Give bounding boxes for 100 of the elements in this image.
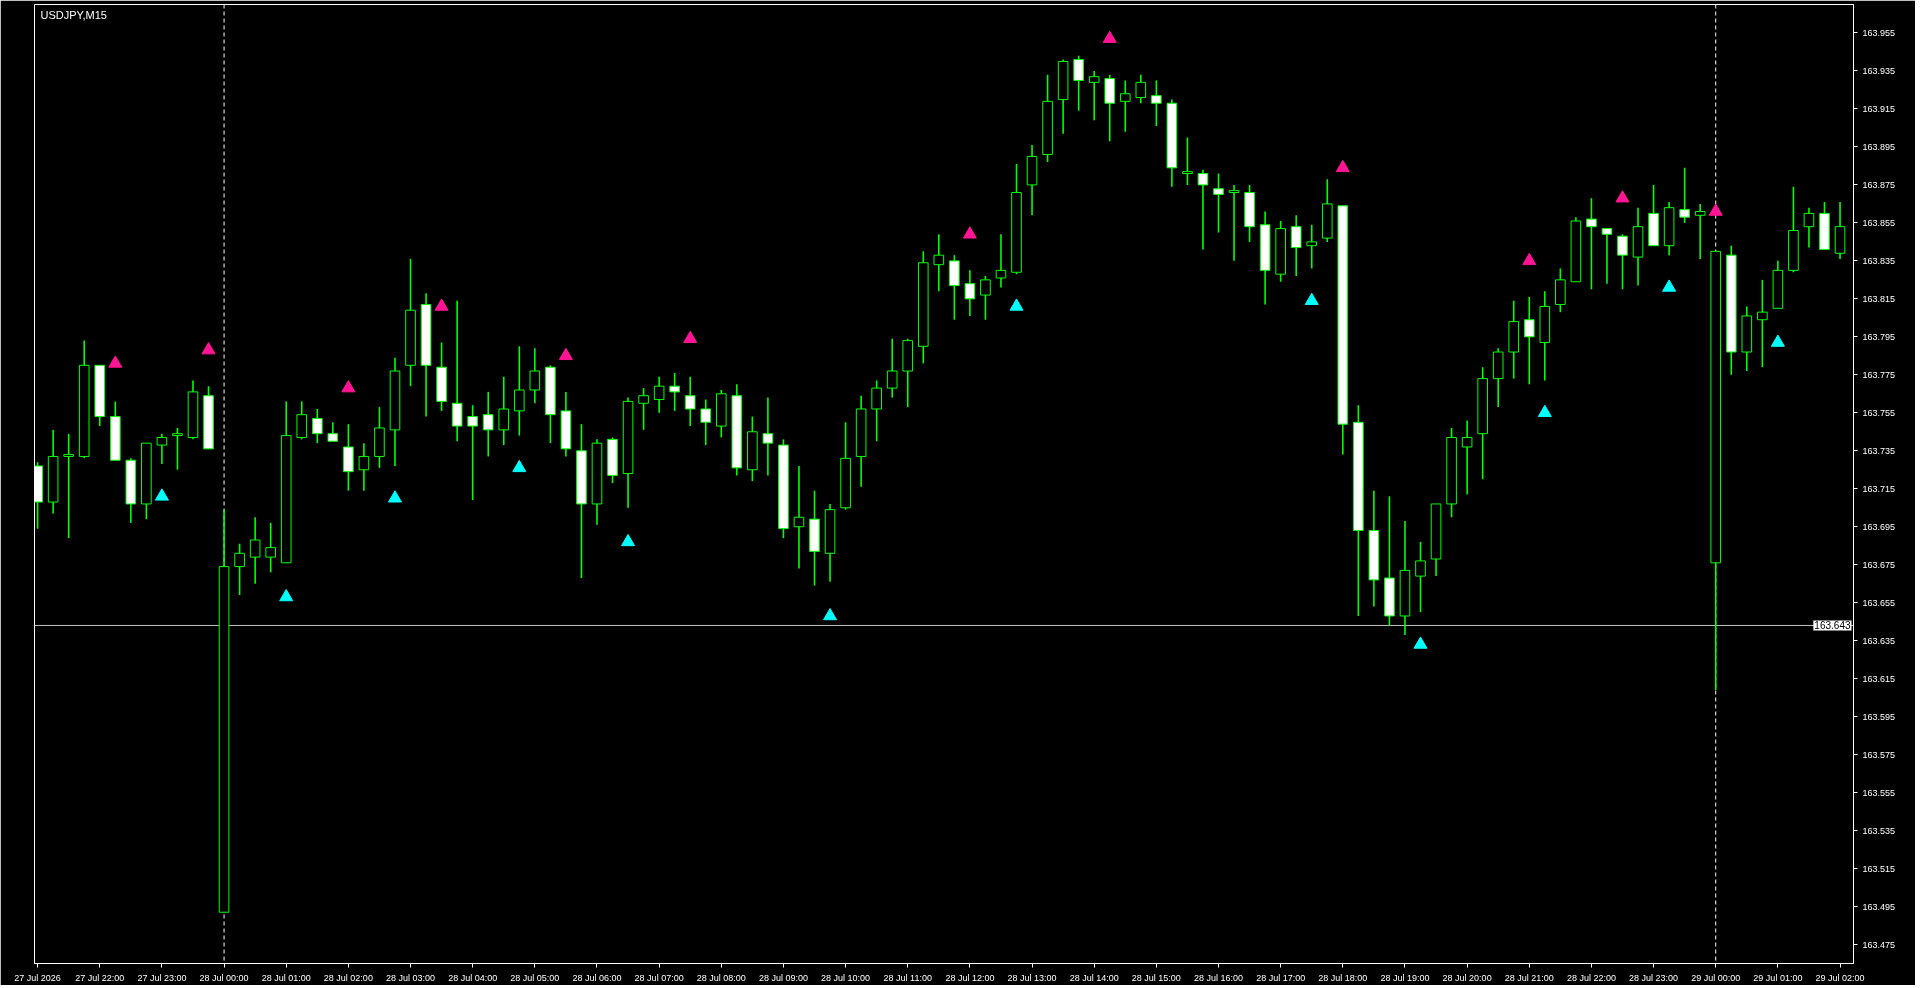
x-tick-label: 29 Jul 00:00: [1691, 972, 1741, 983]
point: [1102, 30, 1117, 43]
x-tick-label: 28 Jul 07:00: [634, 972, 684, 983]
y-tick-label: 163.655: [1862, 597, 1896, 608]
candlestick: [669, 372, 680, 412]
point: [201, 342, 216, 355]
point: [154, 488, 169, 501]
point: [1537, 404, 1552, 418]
y-tick-label: 163.715: [1862, 483, 1896, 494]
candlestick: [1803, 206, 1815, 249]
candlestick: [762, 396, 774, 477]
x-tick-label: 28 Jul 10:00: [821, 972, 871, 983]
point: [1615, 190, 1630, 203]
candlestick: [63, 432, 74, 539]
point: [387, 490, 402, 503]
candlestick: [1415, 541, 1426, 613]
point: [341, 380, 356, 393]
candlestick: [358, 442, 370, 492]
x-tick-label: 28 Jul 06:00: [572, 972, 622, 983]
y-tick-label: 163.755: [1862, 407, 1896, 418]
x-tick-label: 28 Jul 16:00: [1193, 972, 1244, 983]
ref-line-label: 163.643: [1814, 620, 1851, 632]
y-tick-label: 163.595: [1862, 711, 1896, 722]
candlestick: [964, 269, 976, 317]
y-tick-label: 163.955: [1862, 27, 1896, 38]
candlestick: [1088, 70, 1100, 122]
point: [1413, 636, 1428, 649]
candlestick: [653, 375, 665, 414]
point: [512, 459, 527, 473]
x-tick-label: 28 Jul 15:00: [1131, 972, 1181, 983]
point: [279, 588, 294, 602]
x-tick-label: 28 Jul 18:00: [1318, 972, 1368, 983]
candlestick: [995, 233, 1007, 289]
candlestick: [933, 233, 945, 293]
point: [1708, 203, 1723, 216]
candlestick: [1306, 223, 1318, 270]
y-tick-label: 163.735: [1862, 445, 1896, 456]
candlestick: [1617, 233, 1628, 291]
x-tick-label: 28 Jul 04:00: [448, 972, 498, 983]
x-tick-label: 28 Jul 03:00: [386, 972, 436, 983]
x-tick-label: 29 Jul 01:00: [1753, 972, 1803, 983]
y-tick-label: 163.615: [1862, 673, 1896, 684]
candlestick: [980, 275, 991, 321]
candlestick: [793, 465, 805, 570]
chart-title: USDJPY,M15: [40, 8, 107, 21]
point: [823, 607, 838, 621]
candlestick: [1228, 184, 1240, 262]
point: [1009, 298, 1024, 311]
y-tick-label: 163.495: [1862, 901, 1896, 912]
candlestick: [1135, 73, 1147, 105]
x-tick-label: 28 Jul 00:00: [199, 972, 249, 983]
x-tick-label: 28 Jul 11:00: [883, 972, 932, 983]
x-tick-label: 27 Jul 23:00: [137, 972, 187, 983]
y-tick-label: 163.815: [1862, 293, 1896, 304]
point: [962, 226, 977, 239]
candlestick: [638, 387, 649, 431]
point: [1304, 292, 1319, 305]
point: [1335, 159, 1350, 173]
candlestick: [482, 391, 494, 458]
x-tick-label: 28 Jul 14:00: [1069, 972, 1119, 983]
candlestick: [467, 404, 478, 501]
point: [1662, 279, 1677, 292]
y-tick-label: 163.795: [1862, 331, 1896, 342]
x-tick-label: 28 Jul 05:00: [510, 972, 560, 983]
candlestick: [513, 345, 525, 437]
candlestick: [871, 379, 882, 443]
y-tick-label: 163.835: [1862, 255, 1896, 266]
y-tick-label: 163.855: [1862, 217, 1896, 228]
point: [621, 533, 636, 547]
x-tick-label: 28 Jul 13:00: [1007, 972, 1057, 983]
candlestick: [1586, 197, 1597, 291]
x-tick-label: 27 Jul 22:00: [75, 972, 125, 983]
candlestick: [498, 375, 510, 446]
x-tick-label: 27 Jul 2026: [14, 972, 61, 983]
candlestick: [1694, 203, 1706, 260]
y-tick-label: 163.935: [1862, 65, 1896, 76]
candlestick: [1073, 54, 1084, 112]
x-tick-label: 29 Jul 02:00: [1815, 972, 1865, 983]
candlestick: [1679, 167, 1690, 224]
point: [108, 355, 123, 368]
y-tick-label: 163.895: [1862, 141, 1896, 152]
x-tick-label: 28 Jul 12:00: [945, 972, 995, 983]
x-tick-label: 28 Jul 08:00: [696, 972, 746, 983]
x-tick-label: 28 Jul 09:00: [758, 972, 808, 983]
y-tick-label: 163.515: [1862, 863, 1896, 874]
candlestick: [1601, 227, 1613, 285]
x-tick-label: 28 Jul 20:00: [1442, 972, 1492, 983]
candlestick: [1290, 214, 1302, 277]
candlestick: [1523, 296, 1535, 386]
point: [1770, 334, 1785, 347]
y-tick-label: 163.695: [1862, 521, 1896, 532]
point: [558, 347, 573, 361]
y-tick-label: 163.635: [1862, 635, 1896, 646]
candlestick: [1757, 279, 1768, 369]
x-tick-label: 28 Jul 01:00: [261, 972, 311, 983]
x-tick-label: 28 Jul 23:00: [1629, 972, 1679, 983]
y-tick-label: 163.675: [1862, 559, 1896, 570]
candlestick: [684, 375, 696, 427]
x-tick-label: 28 Jul 19:00: [1380, 972, 1430, 983]
x-tick-label: 28 Jul 02:00: [323, 972, 373, 983]
